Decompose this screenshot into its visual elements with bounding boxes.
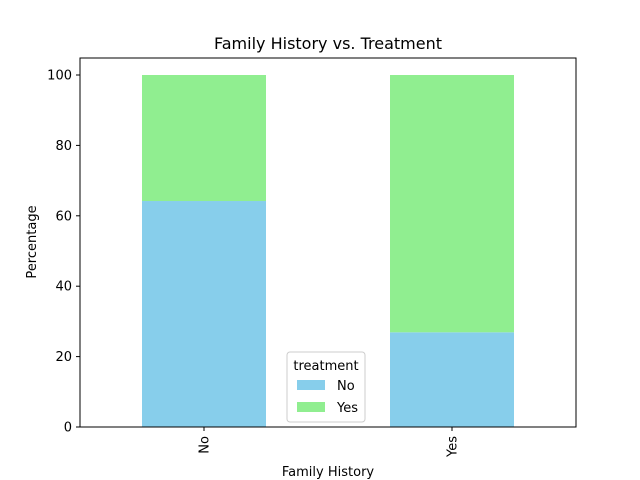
x-axis-label: Family History xyxy=(282,465,375,480)
bars-group xyxy=(142,75,514,427)
y-axis: 0 20 40 60 80 100 xyxy=(47,69,80,436)
legend-title: treatment xyxy=(293,359,358,374)
x-tick-label-yes: Yes xyxy=(446,436,461,458)
y-tick-label-20: 20 xyxy=(55,350,72,365)
legend: treatment No Yes xyxy=(286,351,366,423)
bar-yes-no xyxy=(390,332,514,427)
y-tick-label-60: 60 xyxy=(55,209,72,224)
legend-swatch-yes xyxy=(297,402,325,412)
y-axis-label: Percentage xyxy=(25,205,40,278)
legend-swatch-no xyxy=(297,380,325,390)
bar-yes-yes xyxy=(390,75,514,333)
plot-frame xyxy=(79,57,577,428)
y-tick-label-40: 40 xyxy=(55,280,72,295)
legend-label-no: No xyxy=(337,379,355,394)
y-tick-label-100: 100 xyxy=(47,69,72,84)
x-tick-label-no: No xyxy=(198,436,213,454)
x-axis: No Yes xyxy=(198,427,461,458)
legend-label-yes: Yes xyxy=(336,401,358,416)
chart-title: Family History vs. Treatment xyxy=(214,34,442,53)
bar-no-yes xyxy=(142,75,266,202)
y-tick-label-0: 0 xyxy=(64,421,72,436)
y-tick-label-80: 80 xyxy=(55,139,72,154)
bar-no-no xyxy=(142,201,266,427)
